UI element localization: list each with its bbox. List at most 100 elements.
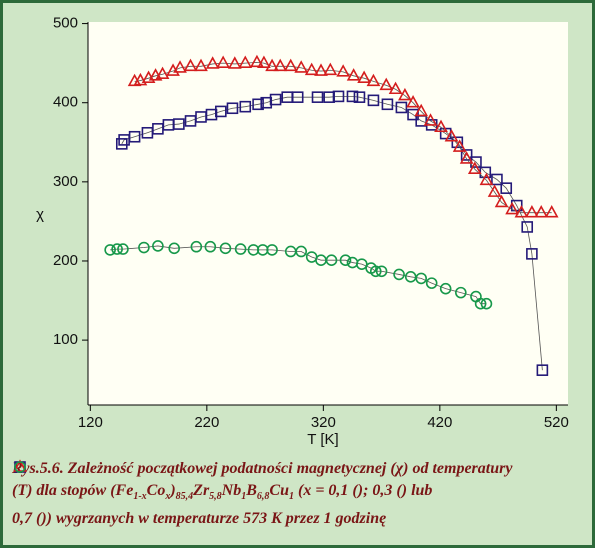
marker-square [291,91,304,103]
caption-subscript: 1 [241,491,247,503]
marker-triangle [183,58,198,72]
marker-square [367,94,380,107]
marker-triangle [479,172,494,186]
marker-circle [415,272,428,285]
marker-circle [266,244,278,256]
caption-subscript: 1-x [133,491,147,503]
marker-triangle [323,62,338,76]
caption-text: B [246,482,257,499]
legend-icon [14,461,26,473]
marker-square [332,90,345,103]
marker-triangle [13,459,27,472]
y-tick-label: 500 [53,15,78,32]
marker-circle [104,244,116,256]
marker-triangle [487,184,502,197]
marker-triangle [257,55,271,68]
marker-circle [138,241,150,254]
caption-text: )) wygrzanych w temperaturze 573 K przez… [41,510,387,528]
marker-triangle [544,205,559,218]
y-axis-label: χ [36,206,44,223]
marker-triangle [357,70,371,83]
marker-circle [117,243,129,255]
caption-subscript: 5,8 [209,491,222,503]
y-tick-label: 300 [53,173,78,190]
marker-circle [111,243,123,255]
caption-subscript: 85,4 [175,491,194,503]
marker-square [346,90,359,103]
marker-triangle [423,113,438,126]
marker-square [491,173,503,186]
marker-triangle [514,205,529,218]
x-tick-label: 520 [544,414,569,431]
marker-triangle [525,205,539,218]
caption-line: Rys.5.6. Zależność początkowej podatnośc… [12,458,584,480]
marker-square [500,182,513,194]
x-tick-label: 420 [427,414,452,431]
y-tick-label: 100 [53,331,78,348]
caption-text: (x = 0,1 ( [293,482,358,499]
marker-triangle [173,60,187,73]
marker-triangle [414,103,429,117]
marker-square [226,102,239,115]
marker-square [407,108,419,121]
marker-square [353,91,366,103]
marker-circle [14,461,26,473]
marker-triangle [388,81,403,95]
caption-text: ) [170,482,176,499]
marker-triangle [452,139,467,152]
marker-triangle [294,60,309,73]
marker-circle [219,242,232,255]
marker-square [451,136,464,149]
caption-text: Nb [221,482,242,499]
series-line [110,245,487,305]
marker-square [173,118,185,130]
marker-triangle [494,194,509,208]
marker-triangle [133,72,148,86]
marker-circle [339,254,352,266]
marker-square [460,149,473,161]
marker-square [252,98,264,111]
caption-text: Rys.5.6. Zależność początkowej podatnośc… [12,460,513,477]
marker-circle [375,265,388,278]
caption-text: ) lub [401,482,433,499]
marker-circle [480,297,493,310]
caption: Rys.5.6. Zależność początkowej podatnośc… [12,458,584,530]
marker-triangle [227,56,242,69]
marker-triangle [304,62,319,76]
marker-circle [152,240,164,252]
marker-circle [393,268,405,281]
marker-circle [295,245,308,258]
marker-triangle [336,64,350,77]
marker-square [536,364,549,376]
caption-subscript: x [165,491,171,503]
marker-triangle [467,161,482,174]
marker-circle [325,254,338,266]
marker-square [215,105,227,118]
marker-triangle [366,73,381,87]
marker-square [128,130,141,143]
marker-circle [455,286,467,299]
marker-triangle [216,55,230,68]
caption-text: 0,7 ( [12,510,42,528]
marker-triangle [444,129,459,142]
marker-circle [355,258,368,270]
caption-text: ); 0,3 ( [357,482,402,499]
legend-icon [13,459,27,472]
marker-triangle [459,151,474,164]
marker-triangle [505,201,519,215]
marker-circle [474,297,487,310]
marker-square [115,138,128,150]
marker-square [526,248,538,260]
x-axis-label: T [K] [307,431,338,448]
marker-square [521,221,534,233]
marker-triangle [283,58,298,72]
x-tick-label: 320 [311,414,336,431]
marker-circle [439,282,452,295]
marker-triangle [314,63,328,76]
marker-circle [204,240,217,253]
marker-triangle [205,56,220,69]
marker-triangle [346,68,361,81]
marker-circle [369,265,382,278]
